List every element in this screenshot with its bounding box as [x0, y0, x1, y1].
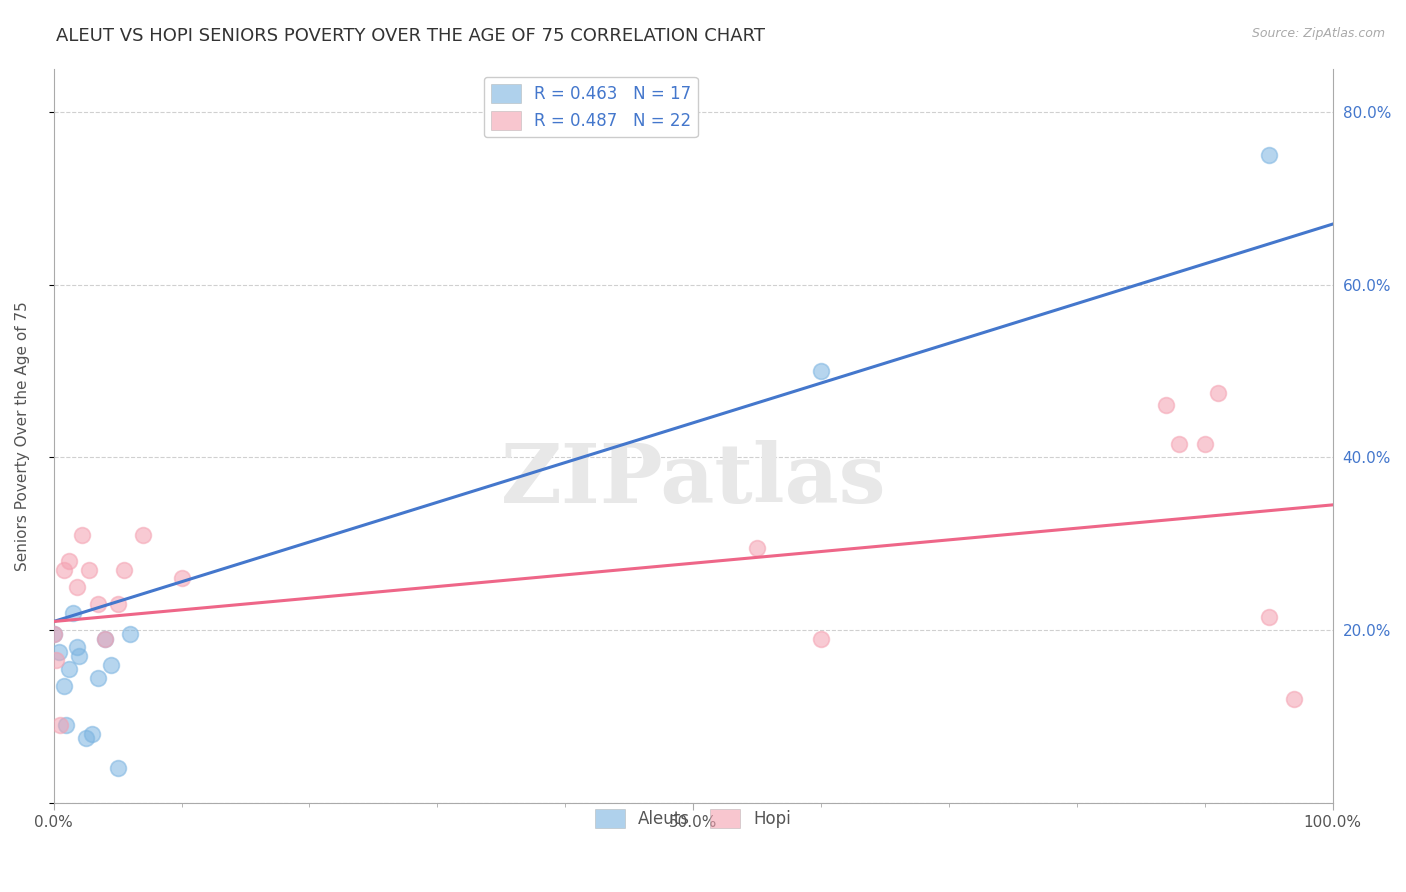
Text: ZIPatlas: ZIPatlas	[501, 440, 886, 520]
Point	[1206, 385, 1229, 400]
Point	[120, 627, 142, 641]
Point	[87, 597, 110, 611]
Point	[1168, 437, 1191, 451]
Point	[42, 627, 65, 641]
Point	[48, 645, 70, 659]
Point	[42, 627, 65, 641]
Point	[67, 649, 90, 664]
Point	[45, 653, 67, 667]
Point	[170, 571, 193, 585]
Point	[66, 640, 89, 655]
Point	[1257, 148, 1279, 162]
Point	[52, 563, 75, 577]
Point	[1156, 399, 1178, 413]
Point	[94, 632, 117, 646]
Point	[87, 671, 110, 685]
Point	[747, 541, 769, 555]
Point	[810, 632, 832, 646]
Point	[55, 718, 77, 732]
Y-axis label: Seniors Poverty Over the Age of 75: Seniors Poverty Over the Age of 75	[15, 301, 30, 571]
Point	[66, 580, 89, 594]
Point	[132, 528, 155, 542]
Point	[107, 597, 129, 611]
Point	[810, 364, 832, 378]
Point	[79, 563, 101, 577]
Point	[70, 528, 93, 542]
Text: Source: ZipAtlas.com: Source: ZipAtlas.com	[1251, 27, 1385, 40]
Point	[1194, 437, 1216, 451]
Legend: Aleuts, Hopi: Aleuts, Hopi	[588, 803, 799, 835]
Point	[1284, 692, 1306, 706]
Point	[52, 679, 75, 693]
Text: ALEUT VS HOPI SENIORS POVERTY OVER THE AGE OF 75 CORRELATION CHART: ALEUT VS HOPI SENIORS POVERTY OVER THE A…	[56, 27, 765, 45]
Point	[112, 563, 135, 577]
Point	[94, 632, 117, 646]
Point	[75, 731, 97, 746]
Point	[62, 606, 84, 620]
Point	[107, 761, 129, 775]
Point	[100, 657, 122, 672]
Point	[58, 554, 80, 568]
Point	[49, 718, 72, 732]
Point	[80, 727, 103, 741]
Point	[58, 662, 80, 676]
Point	[1257, 610, 1279, 624]
